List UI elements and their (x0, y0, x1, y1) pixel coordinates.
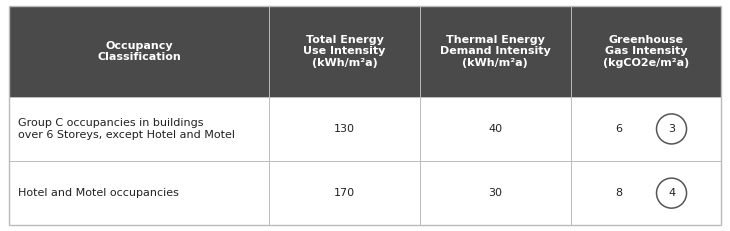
Text: Thermal Energy
Demand Intensity
(kWh/m²a): Thermal Energy Demand Intensity (kWh/m²a… (440, 35, 550, 68)
Text: Occupancy
Classification: Occupancy Classification (97, 40, 181, 62)
Text: 8: 8 (615, 188, 623, 198)
Text: 130: 130 (334, 124, 355, 134)
Ellipse shape (656, 178, 686, 208)
Text: 170: 170 (334, 188, 356, 198)
Text: Total Energy
Use Intensity
(kWh/m²a): Total Energy Use Intensity (kWh/m²a) (304, 35, 386, 68)
Bar (9, 6, 721, 97)
Text: 30: 30 (488, 188, 502, 198)
Ellipse shape (656, 114, 686, 144)
Text: Greenhouse
Gas Intensity
(kgCO2e/m²a): Greenhouse Gas Intensity (kgCO2e/m²a) (603, 35, 689, 68)
Text: Hotel and Motel occupancies: Hotel and Motel occupancies (18, 188, 179, 198)
Text: 3: 3 (668, 124, 675, 134)
Text: 6: 6 (615, 124, 622, 134)
Text: 40: 40 (488, 124, 502, 134)
Text: 4: 4 (668, 188, 675, 198)
Text: Group C occupancies in buildings
over 6 Storeys, except Hotel and Motel: Group C occupancies in buildings over 6 … (18, 118, 235, 140)
